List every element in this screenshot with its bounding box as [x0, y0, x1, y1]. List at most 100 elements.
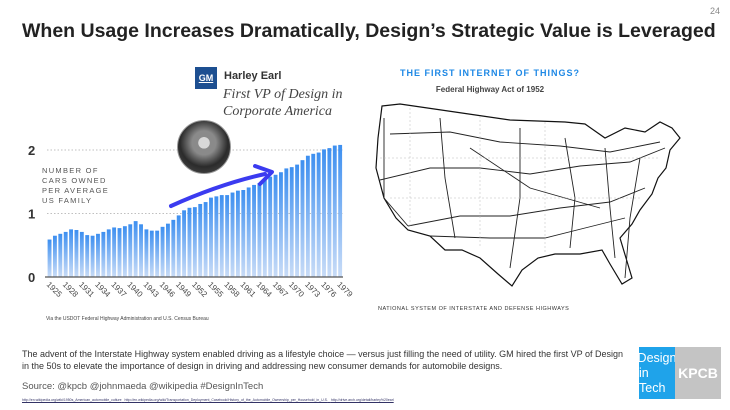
reference-links: http://en.wikipedia.org/wiki/1950s_Ameri…: [22, 398, 394, 402]
bar-1950: [182, 210, 187, 277]
bar-1941: [133, 221, 138, 277]
harley-earl-photo: [177, 120, 231, 174]
x-tick-label: 1976: [319, 280, 338, 299]
y-tick-label: 2: [28, 143, 35, 158]
y-tick-label: 0: [28, 270, 35, 285]
bar-1971: [295, 164, 300, 277]
bar-1932: [85, 235, 90, 277]
x-tick-label: 1931: [77, 280, 96, 299]
bar-1931: [79, 231, 84, 277]
bar-1952: [192, 207, 197, 277]
bar-1959: [230, 192, 235, 277]
bar-1966: [268, 176, 273, 277]
x-tick-label: 1970: [287, 280, 306, 299]
bar-1929: [69, 229, 74, 277]
bar-1934: [96, 233, 100, 277]
x-tick-label: 1940: [125, 280, 144, 299]
bar-1936: [106, 229, 111, 277]
bar-1949: [176, 215, 181, 277]
bar-1940: [128, 224, 133, 277]
bar-1967: [273, 174, 278, 277]
x-tick-label: 1934: [93, 280, 112, 299]
x-tick-label: 1937: [109, 280, 128, 299]
x-tick-label: 1979: [335, 280, 354, 299]
x-tick-label: 1928: [61, 280, 80, 299]
bar-1978: [332, 145, 337, 277]
bar-1927: [58, 233, 63, 277]
bar-1960: [235, 190, 240, 277]
x-tick-label: 1946: [158, 280, 177, 299]
bar-1970: [289, 167, 294, 277]
x-tick-label: 1958: [222, 280, 241, 299]
chart-source-note: Via the USDOT Federal Highway Administra…: [46, 316, 209, 322]
bar-1974: [311, 153, 316, 277]
bar-1946: [160, 226, 165, 277]
bar-1972: [300, 160, 305, 277]
bar-1933: [90, 235, 95, 277]
bar-1951: [187, 207, 192, 277]
bar-1964: [257, 183, 262, 277]
x-tick-label: 1952: [190, 280, 209, 299]
bar-1976: [322, 149, 326, 277]
x-tick-label: 1943: [142, 280, 161, 299]
reference-link[interactable]: http://drive.arch.org/detail/harley%20ea…: [330, 398, 394, 402]
person-name: Harley Earl: [224, 70, 282, 82]
trend-arrow-head: [253, 164, 274, 186]
reference-link[interactable]: http://en.wikipedia.org/wiki/1950s_Ameri…: [22, 398, 122, 402]
bar-1965: [262, 179, 267, 277]
bar-1977: [327, 148, 332, 277]
x-tick-label: 1964: [255, 280, 274, 299]
reference-link[interactable]: http://en.wikipedia.org/wiki/Transportat…: [124, 398, 328, 402]
bar-1968: [279, 172, 283, 277]
bar-1928: [63, 231, 68, 277]
x-tick-label: 1973: [303, 280, 322, 299]
bar-1938: [117, 228, 122, 277]
bar-1973: [305, 155, 310, 277]
person-role: First VP of Design in Corporate America: [223, 87, 343, 119]
bar-1939: [122, 226, 127, 277]
bar-1962: [246, 187, 251, 277]
bar-1942: [139, 224, 143, 277]
bar-1948: [171, 219, 176, 277]
source-line: Source: @kpcb @johnmaeda @wikipedia #Des…: [22, 381, 264, 392]
bar-1944: [149, 230, 154, 277]
bar-1961: [241, 190, 246, 277]
trend-arrow: [169, 172, 267, 208]
bar-1957: [219, 195, 224, 277]
bar-1947: [166, 223, 170, 277]
bar-1930: [74, 230, 79, 277]
bar-1958: [225, 195, 230, 277]
bar-1937: [112, 227, 117, 277]
us-highway-map: [375, 103, 681, 287]
x-tick-label: 1961: [238, 280, 257, 299]
body-text: The advent of the Interstate Highway sys…: [22, 349, 623, 371]
bar-chart: 0121925192819311934193719401943194619491…: [28, 143, 355, 299]
x-tick-label: 1955: [206, 280, 225, 299]
gm-logo: GM: [195, 67, 217, 89]
bar-1956: [214, 196, 219, 277]
logo-line-2: in Tech: [639, 365, 666, 395]
x-tick-label: 1949: [174, 280, 193, 299]
bar-1955: [209, 197, 213, 277]
bar-1943: [144, 229, 149, 277]
bar-1935: [101, 231, 106, 277]
y-tick-label: 1: [28, 207, 35, 222]
x-tick-label: 1967: [271, 280, 290, 299]
bar-1954: [203, 202, 208, 277]
map-caption: NATIONAL SYSTEM OF INTERSTATE AND DEFENS…: [378, 306, 570, 312]
bar-1925: [47, 239, 52, 277]
design-in-tech-logo: Design in Tech: [637, 347, 677, 399]
page-number: 24: [709, 6, 720, 16]
map-subheading: Federal Highway Act of 1952: [435, 85, 545, 94]
map-heading: THE FIRST INTERNET OF THINGS?: [400, 68, 580, 78]
bar-1926: [52, 235, 57, 277]
bar-1969: [284, 168, 289, 277]
slide-title: When Usage Increases Dramatically, Desig…: [22, 20, 716, 42]
logo-line-1: Design: [637, 350, 677, 365]
kpcb-logo: KPCB: [675, 347, 721, 399]
x-tick-label: 1925: [45, 280, 64, 299]
y-axis-label: NUMBER OF CARS OWNED PER AVERAGE US FAMI…: [42, 166, 110, 205]
us-outline: [375, 103, 681, 287]
bar-1963: [252, 184, 256, 277]
state-borders: [380, 108, 660, 254]
